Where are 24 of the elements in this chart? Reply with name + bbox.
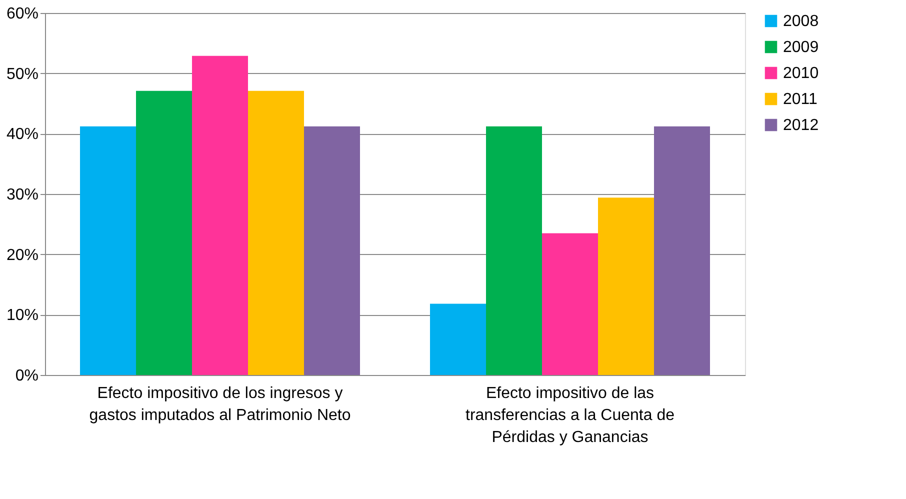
legend-label: 2009 xyxy=(783,39,819,56)
bar xyxy=(654,126,710,375)
y-tick-label: 20% xyxy=(6,246,38,264)
x-tick-label: Efecto impositivo de las transferencias a la Cuenta de Pérdidas y Ganancias xyxy=(465,385,675,446)
bar xyxy=(486,126,542,375)
y-tick-label: 10% xyxy=(6,307,38,324)
bar xyxy=(248,90,304,375)
bar xyxy=(80,126,136,375)
bar xyxy=(192,56,248,375)
legend-label: 2012 xyxy=(783,117,819,134)
y-tick-label: 60% xyxy=(6,6,38,22)
y-tick-label: 0% xyxy=(15,368,38,384)
bar xyxy=(542,233,598,375)
y-tick-label: 40% xyxy=(6,126,38,144)
legend-label: 2008 xyxy=(783,13,819,30)
x-tick-label: Efecto impositivo de los ingresos y gastos imputados al Patrimonio Neto xyxy=(89,385,351,424)
bar xyxy=(598,198,654,375)
legend-label: 2010 xyxy=(783,65,819,82)
legend-label: 2011 xyxy=(783,91,818,108)
bar xyxy=(136,90,192,375)
bar xyxy=(304,126,360,375)
y-tick-label: 30% xyxy=(6,186,38,204)
y-tick-label: 50% xyxy=(6,66,38,83)
bar xyxy=(430,304,486,375)
